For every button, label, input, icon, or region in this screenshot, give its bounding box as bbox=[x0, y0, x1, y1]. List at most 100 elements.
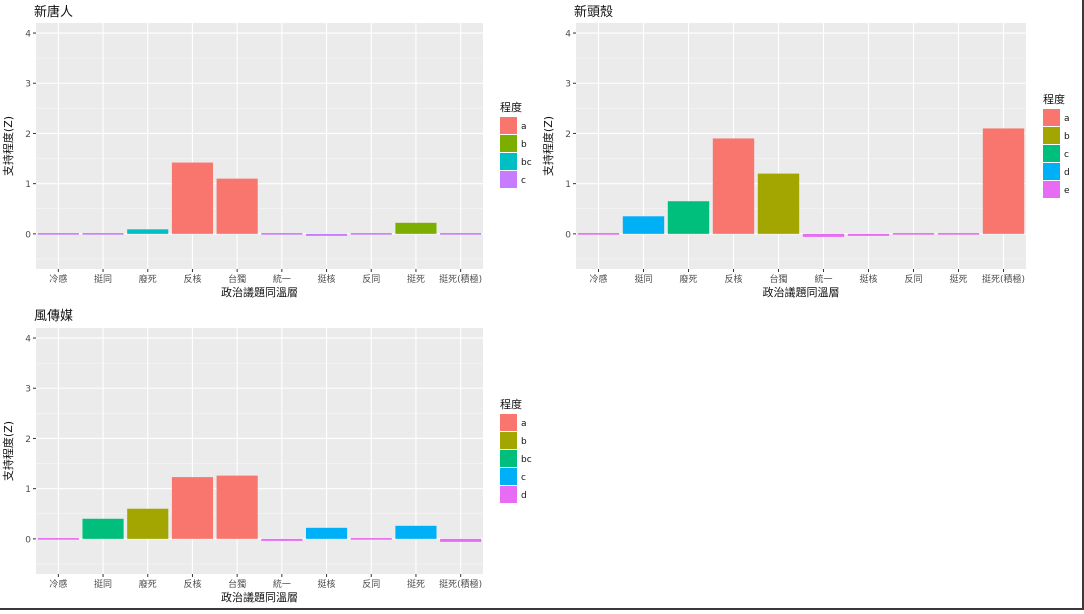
legend-key-b bbox=[500, 135, 517, 152]
y-axis-title: 支持程度(Z) bbox=[1, 421, 15, 481]
x-tick-label: 統一 bbox=[273, 273, 291, 285]
y-tick-label: 0 bbox=[25, 535, 31, 545]
legend-title: 程度 bbox=[1043, 92, 1065, 106]
chart-title: 新頭殼 bbox=[574, 4, 613, 20]
bar-統一 bbox=[803, 234, 844, 237]
x-tick-label: 台獨 bbox=[769, 273, 787, 285]
bar-挺死 bbox=[395, 223, 436, 234]
bar-冷感 bbox=[38, 233, 79, 235]
y-tick-label: 2 bbox=[565, 130, 571, 140]
x-tick-label: 挺核 bbox=[318, 273, 336, 285]
x-tick-label: 廢死 bbox=[139, 273, 157, 285]
legend-key-b bbox=[1043, 127, 1060, 144]
bar-反核 bbox=[172, 477, 213, 539]
bar-挺死(積極) bbox=[440, 233, 481, 235]
legend-label: a bbox=[1064, 114, 1070, 124]
bar-挺同 bbox=[623, 216, 664, 234]
bar-反核 bbox=[713, 138, 754, 233]
legend-key-d bbox=[500, 486, 517, 503]
x-axis-title: 政治議題同溫層 bbox=[763, 285, 840, 299]
x-tick-label: 挺死 bbox=[949, 273, 967, 285]
x-tick-label: 廢死 bbox=[139, 578, 157, 590]
legend-title: 程度 bbox=[500, 397, 522, 411]
x-tick-label: 冷感 bbox=[49, 578, 67, 590]
bar-反同 bbox=[351, 538, 392, 540]
legend-key-d bbox=[1043, 163, 1060, 180]
y-tick-label: 3 bbox=[565, 80, 571, 90]
x-tick-label: 統一 bbox=[814, 273, 832, 285]
y-tick-label: 4 bbox=[25, 30, 31, 40]
y-tick-label: 4 bbox=[25, 335, 31, 345]
y-tick-label: 2 bbox=[25, 130, 31, 140]
legend-key-bc bbox=[500, 153, 517, 170]
legend-label: a bbox=[521, 122, 527, 132]
legend: 程度 ab bc c bbox=[500, 100, 532, 188]
legend-key-a bbox=[500, 414, 517, 431]
legend-label: c bbox=[521, 473, 526, 483]
y-tick-label: 1 bbox=[25, 485, 31, 495]
legend-label: bc bbox=[521, 158, 532, 168]
legend-title: 程度 bbox=[500, 100, 522, 114]
bar-台獨 bbox=[217, 179, 258, 234]
y-axis-title: 支持程度(Z) bbox=[1, 116, 15, 176]
legend-label: b bbox=[1064, 132, 1070, 142]
bar-反核 bbox=[172, 163, 213, 234]
bar-挺死 bbox=[395, 526, 436, 539]
x-tick-label: 挺同 bbox=[634, 273, 652, 285]
bar-廢死 bbox=[127, 229, 168, 234]
bar-挺死(積極) bbox=[983, 128, 1024, 233]
y-tick-label: 1 bbox=[565, 180, 571, 190]
bar-廢死 bbox=[127, 509, 168, 539]
legend-label: e bbox=[1064, 186, 1070, 196]
x-tick-label: 反核 bbox=[183, 578, 201, 590]
bar-反同 bbox=[893, 233, 934, 235]
x-tick-label: 反核 bbox=[183, 273, 201, 285]
legend-key-b bbox=[500, 432, 517, 449]
x-tick-label: 廢死 bbox=[679, 273, 697, 285]
legend-label: d bbox=[521, 491, 527, 501]
x-tick-label: 挺核 bbox=[318, 578, 336, 590]
x-tick-label: 挺核 bbox=[859, 273, 877, 285]
bar-挺核 bbox=[306, 234, 347, 236]
chart-panel-2: 01234冷感挺同廢死反核台獨統一挺核反同挺死挺死(積極)政治議題同溫層支持程度… bbox=[541, 4, 1070, 299]
bar-冷感 bbox=[578, 233, 619, 235]
y-tick-label: 0 bbox=[25, 230, 31, 240]
x-axis-title: 政治議題同溫層 bbox=[221, 285, 298, 299]
legend-label: c bbox=[521, 176, 526, 186]
chart-panel-3: 01234冷感挺同廢死反核台獨統一挺核反同挺死挺死(積極)政治議題同溫層支持程度… bbox=[1, 309, 532, 604]
bar-挺死(積極) bbox=[440, 539, 481, 542]
bar-廢死 bbox=[668, 201, 709, 234]
legend-key-a bbox=[1043, 109, 1060, 126]
legend-key-c bbox=[1043, 145, 1060, 162]
x-axis-title: 政治議題同溫層 bbox=[221, 590, 298, 604]
bar-台獨 bbox=[217, 476, 258, 539]
y-tick-label: 3 bbox=[25, 80, 31, 90]
y-tick-label: 0 bbox=[565, 230, 571, 240]
chart-title: 新唐人 bbox=[34, 4, 73, 20]
bar-挺死 bbox=[938, 233, 979, 235]
x-tick-label: 冷感 bbox=[589, 273, 607, 285]
legend-label: b bbox=[521, 140, 527, 150]
legend-key-c bbox=[500, 468, 517, 485]
bar-台獨 bbox=[758, 174, 799, 234]
bar-挺同 bbox=[82, 233, 123, 235]
x-tick-label: 反同 bbox=[362, 274, 380, 285]
y-tick-label: 1 bbox=[25, 180, 31, 190]
bar-挺同 bbox=[82, 519, 123, 539]
x-tick-label: 冷感 bbox=[49, 273, 67, 285]
x-tick-label: 挺死 bbox=[407, 578, 425, 590]
bar-統一 bbox=[261, 233, 302, 235]
legend-label: a bbox=[521, 419, 527, 429]
chart-panel-1: 01234冷感挺同廢死反核台獨統一挺核反同挺死挺死(積極)政治議題同溫層支持程度… bbox=[1, 4, 532, 299]
x-tick-label: 台獨 bbox=[228, 273, 246, 285]
x-tick-label: 反核 bbox=[724, 273, 742, 285]
bar-反同 bbox=[351, 233, 392, 235]
chart-title: 風傳媒 bbox=[34, 309, 73, 324]
y-axis-title: 支持程度(Z) bbox=[541, 116, 555, 176]
legend-key-a bbox=[500, 117, 517, 134]
x-tick-label: 挺死(積極) bbox=[439, 578, 482, 590]
